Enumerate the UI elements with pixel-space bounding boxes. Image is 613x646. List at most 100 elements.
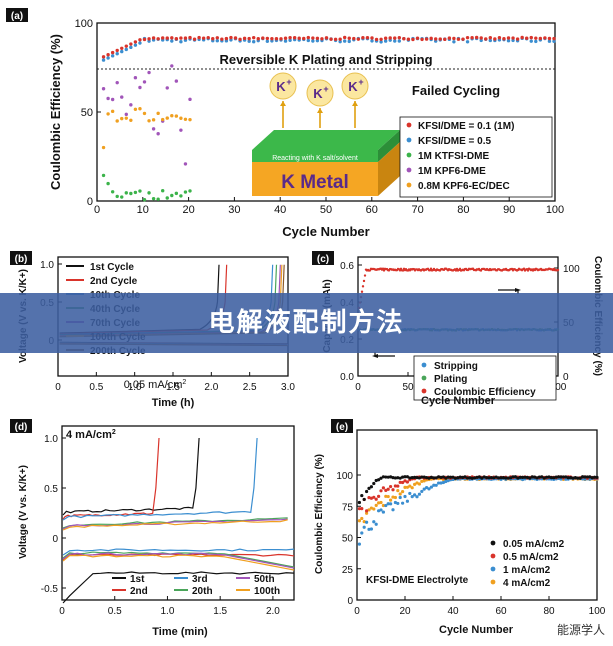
point-kfsi-0.1 — [265, 36, 270, 41]
point-1-mA-cm2 — [432, 483, 436, 487]
point-0.05-mA-cm2 — [470, 476, 474, 480]
x-tick-label: 2.0 — [204, 382, 218, 393]
point-0.05-mA-cm2 — [540, 475, 544, 479]
point-kpf6-ecdec — [138, 106, 142, 111]
point-0.05-mA-cm2 — [518, 475, 522, 479]
panel-d-label-box — [10, 419, 32, 433]
ion-label: K — [348, 79, 358, 94]
legend-marker — [421, 388, 427, 394]
point-1-mA-cm2 — [415, 495, 419, 499]
point-kfsi-0.1 — [211, 37, 215, 41]
point-kfsi-0.5 — [452, 40, 456, 44]
point-kfsi-0.5 — [315, 38, 320, 43]
point-1-mA-cm2 — [374, 522, 378, 526]
point-kfsi-0.1 — [525, 36, 529, 40]
x-tick-label: 2.5 — [243, 382, 257, 393]
point-0.05-mA-cm2 — [468, 476, 472, 480]
x-tick-label: 1.0 — [128, 382, 142, 393]
point-1-mA-cm2 — [405, 499, 409, 503]
graphic-layer-top — [252, 130, 400, 150]
legend-marker — [421, 375, 427, 381]
point-0.05-mA-cm2 — [578, 476, 582, 480]
x-tick-label: 20 — [182, 204, 194, 216]
point-kfsi-0.5 — [110, 54, 115, 58]
point-ktfsi — [101, 173, 106, 178]
panel-c-legend: Stripping Plating Coulombic Efficiency — [421, 361, 536, 398]
point-1-mA-cm2 — [367, 527, 371, 531]
panel-c-label: (c) — [317, 254, 329, 265]
point-4-mA-cm2 — [384, 494, 388, 498]
point-kfsi-0.1 — [324, 36, 329, 40]
point-kfsi-0.5 — [101, 58, 106, 62]
point-ktfsi — [110, 190, 115, 194]
point-1-mA-cm2 — [410, 495, 414, 499]
legend-label: 1st Cycle — [90, 262, 134, 273]
point-kfsi-0.1 — [252, 35, 256, 40]
graphic-block-text: K Metal — [281, 172, 349, 193]
point-0.05-mA-cm2 — [379, 476, 383, 480]
point-kfsi-0.1 — [511, 36, 515, 40]
point-4-mA-cm2 — [389, 498, 393, 502]
point-0.05-mA-cm2 — [415, 476, 419, 480]
y-tick-label: 25 — [342, 565, 354, 576]
point-0.05-mA-cm2 — [458, 475, 462, 479]
panel-a-note-bottom: Failed Cycling — [412, 83, 500, 98]
point-0.05-mA-cm2 — [561, 475, 566, 479]
point-kpf6-dme — [183, 162, 188, 166]
panel-c: (c) 0501001502000.00.20.40.6050100 Strip… — [312, 251, 603, 407]
ion-charge: + — [286, 77, 291, 87]
point-1-mA-cm2 — [398, 495, 402, 500]
point-kfsi-0.5 — [343, 39, 347, 43]
point-kfsi-0.5 — [511, 38, 515, 43]
point-0.05-mA-cm2 — [463, 475, 467, 479]
panel-e-ticks: 0 20 40 60 80 100 0 25 50 75 100 — [336, 471, 605, 617]
point-0.05-mA-cm2 — [530, 475, 534, 479]
point-kfsi-0.1 — [279, 37, 283, 41]
point-0.5-mA-cm2 — [365, 509, 369, 513]
y-tick-label: 0 — [347, 596, 353, 607]
point-kfsi-0.1 — [270, 36, 274, 41]
legend-marker — [490, 553, 496, 559]
point-kfsi-0.1 — [515, 37, 520, 41]
x-tick-label: 0 — [59, 606, 65, 617]
point-4-mA-cm2 — [369, 506, 373, 510]
panel-e-legend: 0.05 mA/cm2 0.5 mA/cm2 1 mA/cm2 4 mA/cm2 — [490, 539, 565, 589]
line-lower-50th — [62, 552, 295, 569]
y-tick-label: 75 — [342, 502, 354, 513]
point-4-mA-cm2 — [415, 481, 419, 485]
point-kfsi-0.1 — [133, 40, 138, 44]
point-kfsi-0.1 — [365, 36, 370, 40]
x-tick-label: 40 — [447, 606, 459, 617]
ion-label: K — [276, 79, 286, 94]
point-kfsi-0.1 — [138, 38, 142, 42]
panel-b-annotation: 0.05 mA/cm2 — [124, 379, 187, 391]
point-kpf6-ecdec — [120, 116, 124, 121]
x-tick-label: 50 — [402, 382, 414, 393]
point-4-mA-cm2 — [374, 503, 378, 507]
point-0.05-mA-cm2 — [398, 476, 402, 480]
point-kfsi-0.1 — [142, 37, 147, 42]
panel-e-annotation: KFSI-DME Electrolyte — [366, 575, 469, 586]
legend-label: 2nd Cycle — [90, 276, 138, 287]
x-tick-label: 10 — [137, 204, 149, 216]
point-kpf6-ecdec — [179, 116, 183, 120]
point-1-mA-cm2 — [425, 485, 429, 490]
point-0.05-mA-cm2 — [542, 476, 546, 480]
panel-d-label: (d) — [15, 422, 28, 433]
point-kfsi-0.1 — [393, 36, 397, 40]
point-4-mA-cm2 — [360, 516, 364, 521]
point-0.05-mA-cm2 — [576, 476, 580, 480]
point-kpf6-ecdec — [156, 111, 160, 116]
point-0.05-mA-cm2 — [480, 476, 484, 480]
ion-circle — [269, 72, 297, 100]
point-kfsi-0.1 — [197, 35, 201, 40]
legend-label: KFSI/DME = 0.1 (1M) — [418, 121, 514, 132]
point-0.05-mA-cm2 — [504, 476, 508, 480]
point-kfsi-0.1 — [534, 36, 538, 40]
legend-marker — [406, 167, 412, 173]
point-kpf6-dme — [165, 86, 169, 90]
x-tick-label: 20 — [399, 606, 411, 617]
point-kfsi-0.5 — [465, 40, 470, 44]
ion-charge: + — [323, 84, 328, 94]
point-0.05-mA-cm2 — [497, 476, 501, 480]
